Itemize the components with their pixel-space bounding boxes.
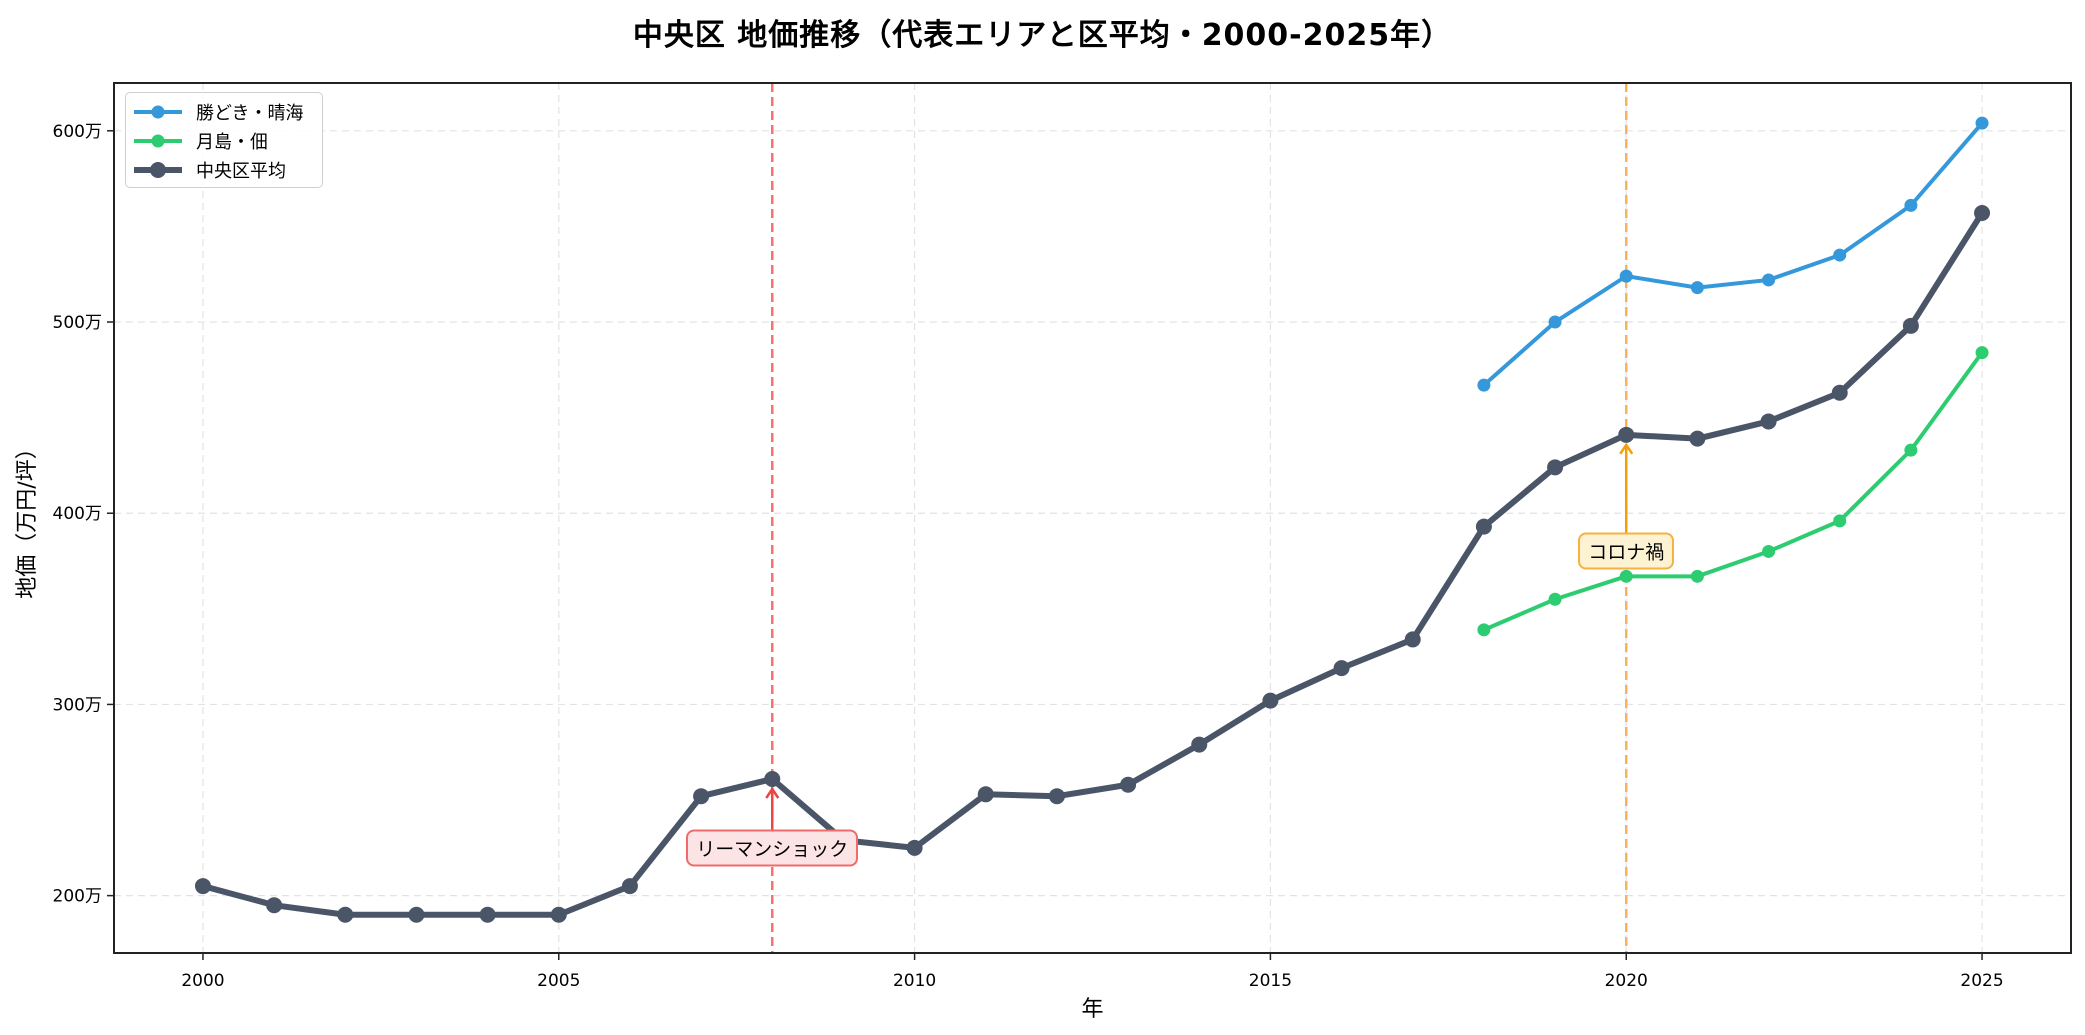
data-point [1191,736,1208,753]
axes-frame [113,82,2072,954]
data-point [1833,514,1847,528]
legend-item-tsukishima: 月島・佃 [134,126,314,155]
data-point [906,839,923,856]
legend-label: 月島・佃 [196,131,268,153]
data-point [764,771,781,787]
data-point [1690,281,1704,295]
x-tick-label: 2025 [1960,971,2003,991]
data-point [408,906,425,923]
arrowhead-icon [765,786,780,799]
data-point [621,878,638,895]
data-point [1975,116,1989,130]
chart-title: 中央区 地価推移（代表エリアと区平均・2000-2025年） [632,18,1453,53]
legend: 勝どき・晴海 月島・佃 中央区平均 [125,92,323,188]
data-point [1975,346,1989,360]
data-point [1475,518,1492,535]
data-point [1262,692,1279,709]
series-line-0 [1482,121,1984,387]
legend-label: 中央区平均 [196,160,286,182]
annotation-covid: コロナ禍 [1578,532,1675,570]
y-tick-label: 200万 [53,887,102,907]
data-point [1833,248,1847,262]
data-point [1619,569,1633,583]
data-point [1477,623,1491,637]
arrowhead-icon [1619,442,1634,455]
data-point [693,788,710,805]
data-point [1762,273,1776,287]
y-tick-label: 600万 [53,122,102,142]
legend-item-kachidoki: 勝どき・晴海 [134,97,314,126]
data-point [1690,569,1704,583]
series-line-2 [202,211,1985,918]
y-tick-label: 500万 [53,313,102,333]
data-point [194,878,211,895]
data-point [550,906,567,923]
x-tick-label: 2000 [181,971,224,991]
annotation-lehman-shock: リーマンショック [686,829,859,867]
legend-line-marker-icon [134,105,182,119]
x-tick-label: 2005 [537,971,580,991]
data-point [1831,384,1848,401]
data-point [1404,631,1421,648]
series-line-1 [1483,351,1984,632]
x-tick-label: 2010 [893,971,936,991]
data-point [1548,315,1562,329]
data-point [1904,443,1918,457]
y-tick-label: 400万 [53,504,102,524]
x-axis-label: 年 [1081,997,1103,1022]
data-point [1120,776,1137,793]
data-point [1619,269,1633,283]
data-point [337,906,354,923]
data-point [1902,317,1919,334]
y-tick-label: 300万 [53,695,102,715]
legend-item-chuo-average: 中央区平均 [134,155,314,184]
data-point [479,906,496,923]
data-point [266,897,283,914]
data-point [1547,459,1564,476]
x-tick-label: 2015 [1249,971,1292,991]
data-point [1477,378,1491,392]
legend-label: 勝どき・晴海 [196,102,304,124]
legend-line-marker-icon [134,134,182,148]
legend-line-marker-icon [134,161,182,178]
data-point [1618,426,1635,443]
y-axis-label: 地価（万円/坪） [15,437,40,598]
data-point [1762,544,1776,558]
data-point [1904,198,1918,212]
data-point [977,786,994,803]
data-point [1974,205,1991,222]
data-point [1048,788,1065,805]
data-point [1333,660,1350,677]
x-tick-label: 2020 [1605,971,1648,991]
data-point [1689,430,1706,447]
data-point [1760,413,1777,430]
data-point [1548,592,1562,606]
